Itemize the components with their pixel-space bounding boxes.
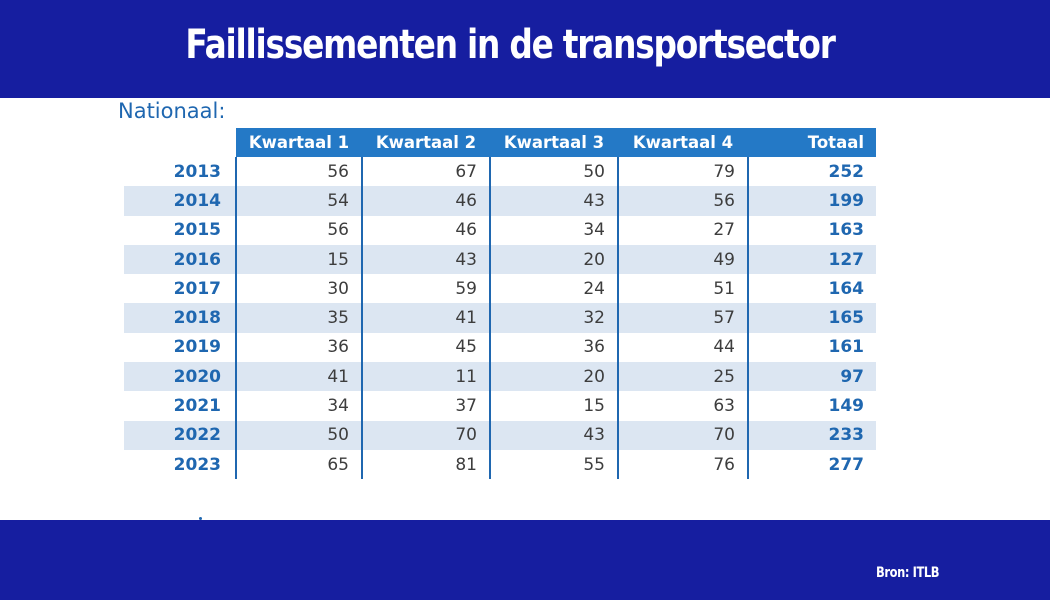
q2-cell: 37 (361, 391, 490, 421)
year-column-header (124, 128, 236, 157)
table-row: 2017 30 59 24 51 164 (124, 274, 876, 304)
q2-cell: 46 (361, 186, 490, 216)
q1-cell: 34 (235, 391, 362, 421)
q2-cell: 46 (361, 215, 490, 245)
year-cell: 2017 (173, 278, 221, 299)
total-cell: 149 (747, 391, 876, 421)
q4-cell: 25 (617, 362, 748, 392)
year-cell: 2022 (124, 420, 236, 450)
column-header-q2: Kwartaal 2 (362, 128, 490, 157)
q1-cell: 56 (235, 215, 362, 245)
total-cell: 165 (747, 303, 876, 333)
year-cell: 2020 (124, 362, 236, 392)
q1-cell: 56 (235, 157, 362, 187)
table-row: 2016 15 43 20 49 127 (124, 244, 876, 275)
q4-cell: 79 (617, 157, 748, 187)
q2-cell: 11 (361, 362, 490, 392)
q3-cell: 43 (489, 186, 618, 216)
q2-cell: 43 (361, 244, 490, 275)
q3-cell: 24 (489, 274, 618, 304)
section-label: Nationaal: (118, 99, 226, 123)
year-cell: 2019 (173, 337, 221, 358)
q3-cell: 20 (489, 244, 618, 275)
q1-cell: 30 (235, 274, 362, 304)
page-title: Faillissementen in de transportsector (185, 22, 836, 68)
q2-cell: 67 (361, 157, 490, 187)
q4-cell: 49 (617, 244, 748, 275)
q4-cell: 76 (617, 449, 748, 480)
year-cell: 2021 (173, 396, 221, 417)
year-cell: 2018 (124, 303, 236, 333)
q3-cell: 55 (489, 449, 618, 480)
q4-cell: 51 (617, 274, 748, 304)
table-row: 2015 56 46 34 27 163 (124, 215, 876, 245)
total-cell: 277 (747, 449, 876, 480)
table-row: 2019 36 45 36 44 161 (124, 332, 876, 363)
column-header-q1: Kwartaal 1 (236, 128, 362, 157)
column-header-q4: Kwartaal 4 (618, 128, 748, 157)
total-cell: 199 (747, 186, 876, 216)
year-cell: 2023 (173, 454, 221, 475)
q4-cell: 70 (617, 420, 748, 450)
q3-cell: 15 (489, 391, 618, 421)
year-cell: 2013 (173, 161, 221, 182)
column-header-q3: Kwartaal 3 (490, 128, 618, 157)
bankruptcy-table: Kwartaal 1 Kwartaal 2 Kwartaal 3 Kwartaa… (124, 128, 876, 480)
total-cell: 233 (747, 420, 876, 450)
total-cell: 161 (747, 332, 876, 363)
q3-cell: 20 (489, 362, 618, 392)
q3-cell: 36 (489, 332, 618, 363)
q1-cell: 50 (235, 420, 362, 450)
q2-cell: 59 (361, 274, 490, 304)
q4-cell: 57 (617, 303, 748, 333)
total-cell: 164 (747, 274, 876, 304)
q3-cell: 32 (489, 303, 618, 333)
footer-banner (0, 520, 1050, 600)
q1-cell: 41 (235, 362, 362, 392)
q2-cell: 70 (361, 420, 490, 450)
q4-cell: 27 (617, 215, 748, 245)
q1-cell: 36 (235, 332, 362, 363)
q2-cell: 41 (361, 303, 490, 333)
table-body: 2013 56 67 50 79 252 2014 54 46 43 56 199 2015 56 46 34… (124, 157, 876, 480)
total-cell: 252 (747, 157, 876, 187)
q1-cell: 54 (235, 186, 362, 216)
column-header-total: Totaal (748, 128, 876, 157)
table-row: 2013 56 67 50 79 252 (124, 157, 876, 187)
q3-cell: 34 (489, 215, 618, 245)
title-banner (0, 0, 1050, 98)
table-row: 2022 50 70 43 70 233 (124, 420, 876, 450)
q2-cell: 45 (361, 332, 490, 363)
year-cell: 2015 (173, 220, 221, 241)
q2-cell: 81 (361, 449, 490, 480)
year-cell: 2016 (124, 244, 236, 275)
q4-cell: 44 (617, 332, 748, 363)
q4-cell: 56 (617, 186, 748, 216)
q4-cell: 63 (617, 391, 748, 421)
decorative-dot (199, 517, 202, 520)
table-row: 2014 54 46 43 56 199 (124, 186, 876, 216)
total-cell: 163 (747, 215, 876, 245)
q1-cell: 15 (235, 244, 362, 275)
source-note: Bron: ITLB (876, 565, 940, 581)
table-row: 2020 41 11 20 25 97 (124, 362, 876, 392)
table-row: 2021 34 37 15 63 149 (124, 391, 876, 421)
table-row: 2023 65 81 55 76 277 (124, 449, 876, 480)
q1-cell: 35 (235, 303, 362, 333)
q3-cell: 50 (489, 157, 618, 187)
table-row: 2018 35 41 32 57 165 (124, 303, 876, 333)
year-cell: 2014 (124, 186, 236, 216)
total-cell: 97 (747, 362, 876, 392)
table-header-row: Kwartaal 1 Kwartaal 2 Kwartaal 3 Kwartaa… (124, 128, 876, 157)
q3-cell: 43 (489, 420, 618, 450)
q1-cell: 65 (235, 449, 362, 480)
total-cell: 127 (747, 244, 876, 275)
